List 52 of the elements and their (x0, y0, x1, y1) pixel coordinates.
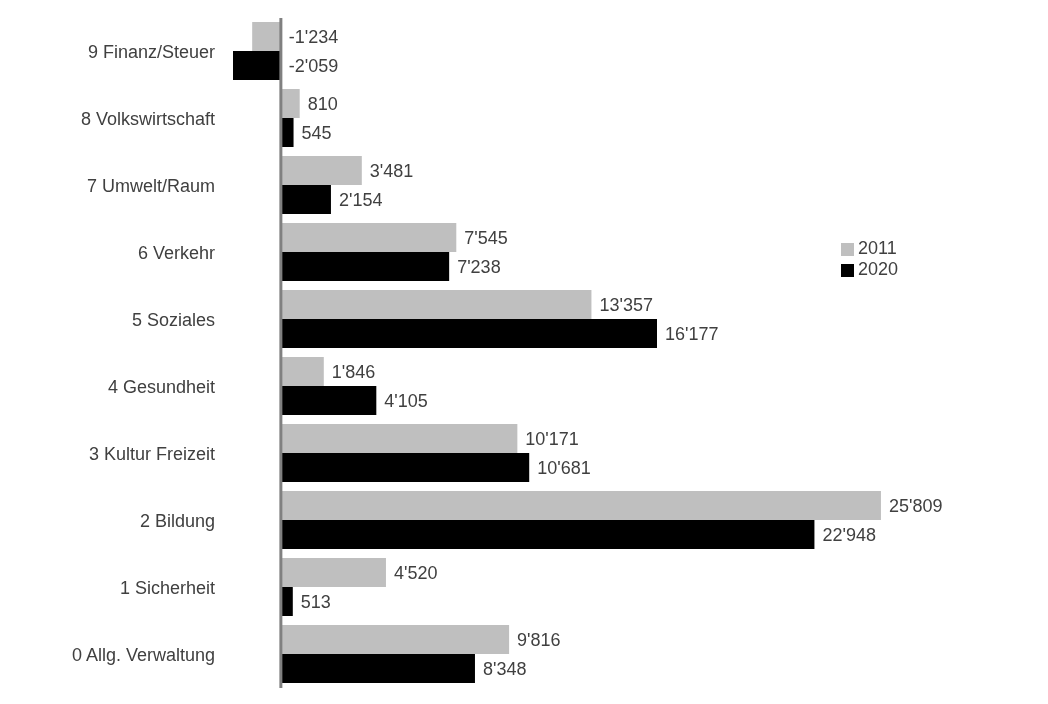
bar (280, 156, 362, 186)
legend-label: 2020 (857, 259, 898, 279)
data-label: 7'238 (457, 256, 501, 277)
data-label: 810 (307, 93, 338, 114)
y-tick-label: 2 Bildung (139, 510, 215, 531)
bar (280, 118, 294, 148)
bar (252, 22, 281, 52)
bar (280, 185, 331, 215)
bar (233, 51, 281, 81)
data-label: 7'545 (464, 227, 508, 248)
bar (280, 424, 518, 454)
y-tick-label: 6 Verkehr (137, 242, 215, 263)
data-label: 513 (300, 591, 331, 612)
bar (280, 223, 457, 253)
data-label: 8'348 (482, 658, 527, 679)
y-tick-label: 5 Soziales (131, 309, 215, 330)
data-label: 4'520 (393, 562, 438, 583)
data-label: 16'177 (665, 323, 719, 344)
data-label: 10'681 (537, 457, 591, 478)
bar (280, 654, 475, 684)
data-label: -2'059 (288, 55, 339, 76)
bar (280, 625, 510, 655)
data-label: 13'357 (599, 294, 653, 315)
y-tick-label: 4 Gesundheit (107, 376, 215, 397)
bar (280, 357, 324, 387)
bar (280, 386, 377, 416)
y-tick-label: 0 Allg. Verwaltung (71, 644, 215, 665)
y-tick-label: 3 Kultur Freizeit (88, 443, 215, 464)
y-tick-label: 8 Volkswirtschaft (80, 108, 215, 129)
data-label: 10'171 (525, 428, 579, 449)
bar (280, 491, 881, 521)
bar (280, 319, 657, 349)
y-tick-label: 1 Sicherheit (119, 577, 215, 598)
data-label: 25'809 (888, 495, 943, 516)
data-label: 9'816 (517, 629, 561, 650)
data-label: -1'234 (288, 26, 339, 47)
bar (280, 453, 530, 483)
bar (280, 587, 293, 617)
bar (280, 290, 592, 320)
data-label: 22'948 (822, 524, 876, 545)
data-label: 1'846 (331, 361, 376, 382)
bar (280, 558, 386, 588)
bar (280, 252, 450, 282)
data-label: 4'105 (384, 390, 428, 411)
bar (280, 520, 815, 550)
data-label: 3'481 (369, 160, 414, 181)
legend-label: 2011 (857, 238, 897, 258)
y-tick-label: 9 Finanz/Steuer (87, 41, 215, 62)
data-label: 545 (301, 122, 332, 143)
y-tick-label: 7 Umwelt/Raum (86, 175, 215, 196)
bar (280, 89, 300, 119)
data-label: 2'154 (338, 189, 383, 210)
